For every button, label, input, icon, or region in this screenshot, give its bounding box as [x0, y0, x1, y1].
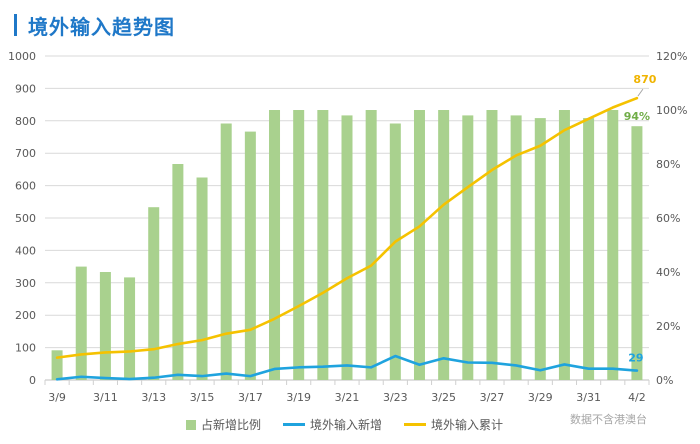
- y-left-tick-label: 600: [15, 180, 36, 193]
- legend-label-new: 境外输入新增: [310, 418, 383, 432]
- x-tick-label: 3/9: [48, 391, 66, 404]
- x-tick-label: 3/15: [190, 391, 215, 404]
- ratio-bar: [317, 110, 329, 380]
- y-right-tick-label: 100%: [656, 104, 687, 117]
- y-left-tick-label: 700: [15, 147, 36, 160]
- y-left-tick-label: 500: [15, 212, 36, 225]
- data-label-ratio: 94%: [624, 110, 650, 123]
- ratio-bar: [196, 177, 208, 380]
- data-labels: 870 94% 29: [624, 73, 657, 364]
- ratio-bar: [244, 131, 256, 380]
- y-left-tick-label: 200: [15, 309, 36, 322]
- y-left-tick-label: 0: [29, 374, 36, 387]
- ratio-bar: [220, 123, 232, 380]
- ratio-bar: [269, 110, 281, 380]
- legend-item-ratio: 占新增比例: [186, 416, 261, 433]
- ratio-bar: [75, 266, 87, 380]
- y-right-tick-label: 60%: [656, 212, 680, 225]
- ratio-bar: [365, 110, 377, 380]
- gridlines: [45, 55, 649, 381]
- legend-label-cumulative: 境外输入累计: [431, 418, 504, 432]
- title-accent-bar: [14, 14, 17, 36]
- y-right-tick-label: 40%: [656, 266, 680, 279]
- cumulative-line: [55, 96, 639, 359]
- ratio-bar: [99, 272, 111, 380]
- x-tick-label: 3/27: [480, 391, 505, 404]
- x-tick-label: 3/23: [383, 391, 408, 404]
- y-left-tick-label: 800: [15, 115, 36, 128]
- y-left-tick-label: 300: [15, 277, 36, 290]
- x-tick-label: 3/31: [576, 391, 601, 404]
- ratio-bar: [51, 350, 63, 380]
- y-right-tick-label: 120%: [656, 50, 687, 63]
- ratio-bar: [583, 118, 595, 380]
- x-tick-label: 3/29: [528, 391, 553, 404]
- data-label-new-cases: 29: [628, 352, 643, 365]
- data-label-leader: [637, 88, 644, 97]
- legend-swatch-cumulative: [404, 423, 427, 426]
- x-tick-label: 3/11: [93, 391, 118, 404]
- x-tick-label: 3/21: [335, 391, 360, 404]
- data-label-cumulative: 870: [633, 73, 656, 86]
- legend-label-ratio: 占新增比例: [201, 418, 262, 432]
- ratio-bar: [607, 110, 619, 380]
- line-series: [55, 96, 639, 381]
- ratio-bar: [486, 110, 498, 380]
- y-right-tick-label: 20%: [656, 320, 680, 333]
- y-left-tick-label: 1000: [8, 50, 36, 63]
- ratio-bar: [124, 277, 136, 380]
- ratio-bar: [631, 126, 643, 380]
- x-tick-label: 3/19: [286, 391, 311, 404]
- ratio-bar: [293, 110, 305, 380]
- ratio-bar: [341, 115, 353, 381]
- ratio-bar: [172, 164, 184, 380]
- bar-series: [51, 110, 643, 381]
- ratio-bar: [534, 118, 546, 380]
- y-right-tick-label: 0%: [656, 374, 673, 387]
- ratio-bar: [558, 110, 570, 380]
- legend-swatch-ratio: [186, 419, 196, 430]
- x-tick-label: 4/2: [628, 391, 646, 404]
- ratio-bar: [510, 115, 522, 381]
- chart-title: 境外输入趋势图: [28, 14, 175, 39]
- chart-header: 境外输入趋势图: [14, 12, 175, 39]
- y-right-tick-label: 80%: [656, 158, 680, 171]
- axes: 0 100 200 300 400 500 600 700 800 900 1000 0% 20% 40%…: [8, 50, 687, 404]
- legend-item-new: 境外输入新增: [283, 416, 382, 433]
- ratio-bar: [148, 207, 160, 380]
- y-left-tick-label: 900: [15, 82, 36, 95]
- y-left-tick-label: 400: [15, 244, 36, 257]
- x-tick-label: 3/17: [238, 391, 263, 404]
- legend-swatch-new: [283, 423, 306, 426]
- ratio-bar: [462, 115, 474, 381]
- x-tick-label: 3/13: [141, 391, 166, 404]
- ratio-bar: [389, 123, 401, 380]
- new-cases-line: [55, 354, 639, 381]
- ratio-bar: [413, 110, 425, 380]
- legend-item-cumulative: 境外输入累计: [404, 416, 503, 433]
- y-left-tick-label: 100: [15, 342, 36, 355]
- data-source-note: 数据不含港澳台: [570, 413, 647, 426]
- legend: 占新增比例 境外输入新增 境外输入累计: [186, 416, 525, 433]
- ratio-bar: [438, 110, 450, 380]
- x-tick-label: 3/25: [431, 391, 456, 404]
